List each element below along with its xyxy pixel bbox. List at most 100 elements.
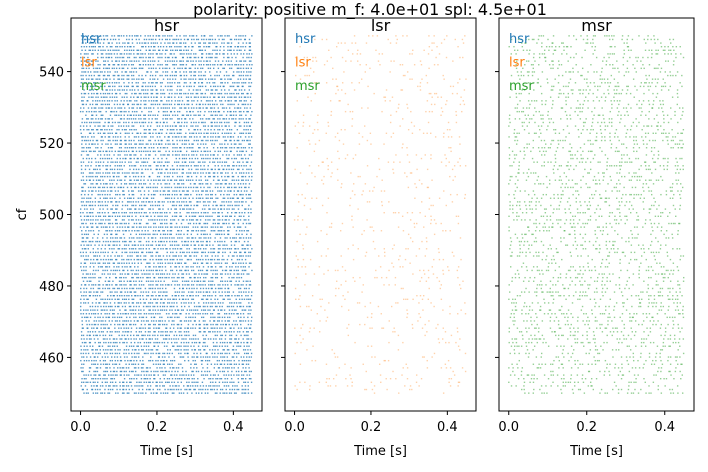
spike-point (217, 313, 219, 315)
spike-point (156, 190, 159, 192)
spike-point (200, 212, 203, 214)
spike-point (114, 255, 116, 257)
spike-point (121, 338, 123, 340)
spike-point (97, 172, 99, 174)
spike-point (100, 258, 102, 261)
spike-point (138, 327, 141, 329)
spike-point (240, 284, 242, 286)
spike-point (165, 327, 168, 329)
spike-point (210, 128, 212, 131)
spike-point (230, 280, 233, 282)
spike-point (131, 248, 133, 250)
spike-point (136, 258, 138, 261)
spike-point (107, 118, 109, 120)
spike-point (85, 273, 88, 275)
spike-point (106, 266, 108, 268)
spike-point (119, 313, 122, 315)
spike-point (211, 276, 214, 279)
spike-point (203, 114, 205, 116)
spike-point (190, 284, 193, 286)
spike-point (191, 338, 193, 340)
spike-point (83, 197, 85, 199)
spike-point (133, 367, 136, 369)
spike-point (159, 266, 161, 268)
spike-point (133, 222, 136, 225)
spike-point (138, 150, 141, 153)
spike-point (185, 269, 187, 272)
spike-point (124, 338, 126, 340)
spike-point (166, 334, 168, 337)
spike-point (207, 168, 209, 171)
spike-point (149, 378, 151, 380)
spike-point (195, 132, 198, 134)
spike-point (84, 136, 87, 138)
spike-point (179, 356, 182, 358)
spike-point (109, 190, 112, 192)
spike-point (141, 251, 143, 254)
spike-point (172, 255, 174, 257)
spike-point (180, 309, 183, 311)
spike-point (214, 165, 216, 167)
spike-point (246, 110, 248, 113)
spike-point (102, 338, 105, 340)
spike-point (85, 240, 87, 243)
spike-point (106, 367, 108, 369)
spike-point (190, 201, 192, 203)
spike-point (160, 298, 162, 301)
spike-point (223, 110, 225, 113)
spike-point (230, 284, 232, 286)
spike-point (231, 157, 233, 160)
spike-point (234, 121, 236, 124)
spike-point (168, 139, 170, 142)
spike-point (144, 302, 146, 304)
spike-point (179, 208, 181, 210)
spike-point (185, 139, 188, 142)
spike-point (157, 248, 159, 250)
spike-point (109, 132, 111, 134)
spike-point (236, 388, 238, 391)
spike-point (140, 291, 142, 293)
spike-point (187, 165, 190, 167)
spike-point (179, 269, 181, 272)
spike-point (179, 313, 181, 315)
spike-point (232, 197, 235, 199)
spike-point (220, 276, 223, 279)
spike-point (164, 114, 167, 116)
spike-point (152, 157, 155, 160)
spike-point (83, 291, 85, 293)
spike-point (224, 215, 227, 217)
spike-point (186, 295, 188, 297)
spike-point (182, 298, 185, 301)
spike-point (159, 305, 162, 308)
spike-point (121, 305, 124, 308)
spike-point (166, 147, 169, 149)
spike-point (224, 139, 226, 142)
spike-point (224, 341, 226, 344)
spike-point (242, 305, 245, 308)
spike-point (200, 356, 202, 358)
spike-point (152, 295, 154, 297)
spike-point (134, 212, 136, 214)
spike-point (163, 302, 165, 304)
spike-point (132, 147, 134, 149)
spike-point (228, 392, 231, 394)
spike-point (137, 103, 140, 106)
spike-point (204, 219, 207, 221)
spike-point (166, 212, 168, 214)
spike-point (235, 237, 237, 239)
spike-point (200, 388, 202, 391)
spike-point (87, 139, 89, 142)
spike-point (199, 201, 201, 203)
spike-point (217, 233, 219, 236)
spike-point (80, 349, 83, 351)
spike-point (116, 305, 119, 308)
spike-point (217, 212, 219, 214)
spike-point (158, 244, 160, 246)
spike-point (179, 320, 182, 322)
spike-point (207, 132, 209, 134)
spike-point (207, 295, 209, 297)
spike-point (153, 161, 156, 163)
spike-point (226, 363, 229, 365)
spike-point (200, 168, 202, 171)
